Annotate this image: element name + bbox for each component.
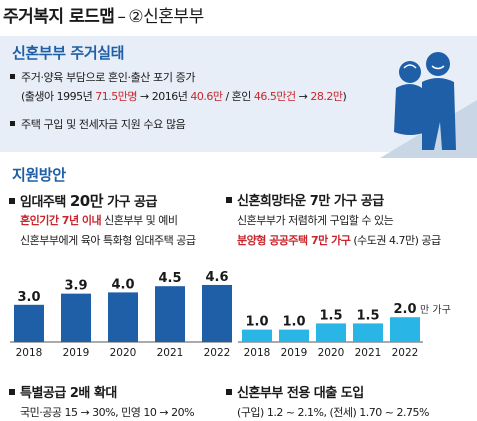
highlight-text: 분양형 공공주택 7만 가구: [237, 234, 351, 247]
detail-value: 28.2만: [310, 90, 343, 103]
special-supply-title: 특별공급 2배 확대: [9, 382, 117, 401]
chart-bar: [353, 323, 383, 342]
title-dash: –: [117, 7, 126, 27]
bullet-square-icon: [226, 197, 232, 203]
town-line-2: 분양형 공공주택 7만 가구 (수도권 4.7만) 공급: [237, 232, 441, 248]
title-text: 가구 공급: [329, 194, 384, 209]
detail-text: ): [342, 90, 347, 103]
chart-value-label: 1.0: [245, 315, 268, 330]
detail-text: / 혼인: [222, 90, 254, 103]
rental-line-1: 혼인기간 7년 이내 신혼부부 및 예비: [20, 212, 178, 228]
title-text: 신혼희망타운: [237, 194, 310, 209]
man-body: [422, 78, 456, 150]
special-supply-line: 국민·공공 15 → 30%, 민영 10 → 20%: [20, 406, 195, 419]
bullet-square-icon: [9, 389, 15, 395]
chart-bar: [61, 293, 91, 342]
chart-value-label: 1.5: [319, 308, 342, 323]
chart-unit-label: 만 가구: [420, 304, 451, 316]
support-section: 지원방안 임대주택 20만 가구 공급 혼인기간 7년 이내 신혼부부 및 예비…: [0, 160, 477, 421]
chart-category-label: 2018: [16, 347, 43, 359]
detail-value: 46.5만건: [253, 90, 296, 103]
chart-category-label: 2022: [392, 347, 419, 359]
detail-text: → 2016년: [137, 90, 191, 103]
chart-bar: [202, 284, 232, 342]
page-title: 주거복지 로드맵 – ②신혼부부: [3, 2, 204, 27]
chart-value-label: 4.6: [205, 270, 228, 285]
bullet-square-icon: [10, 74, 15, 79]
title-number: 7만: [309, 194, 331, 209]
title-text: 신혼부부 전용 대출 도입: [237, 386, 364, 401]
highlight-text: 혼인기간 7년 이내: [20, 214, 102, 227]
loan-title: 신혼부부 전용 대출 도입: [226, 382, 364, 401]
title-main: 주거복지 로드맵: [3, 7, 115, 27]
chart-category-label: 2020: [110, 347, 137, 359]
chart-category-label: 2022: [204, 347, 231, 359]
chart-value-label: 3.9: [64, 279, 87, 294]
chart-bar: [279, 329, 309, 342]
chart-bar: [108, 292, 138, 342]
bullet-text: 주거·양육 부담으로 혼인·출산 포기 증가: [21, 71, 196, 84]
chart-category-label: 2019: [63, 347, 90, 359]
status-detail: (출생아 1995년 71.5만명 → 2016년 40.6만 / 혼인 46.…: [21, 88, 347, 104]
detail-text: (출생아 1995년: [21, 90, 96, 103]
chart-bar: [242, 329, 272, 342]
chart-value-label: 1.5: [356, 308, 379, 323]
loan-line: (구입) 1.2 ~ 2.1%, (전세) 1.70 ~ 2.75%: [237, 406, 429, 419]
detail-value: 71.5만명: [95, 90, 137, 103]
woman-body: [394, 84, 426, 135]
chart-bar: [316, 323, 346, 342]
chart-value-label: 4.5: [158, 271, 181, 286]
title-number: 20만: [69, 192, 104, 210]
chart-bar: [155, 286, 185, 342]
rental-line-2: 신혼부부에게 육아 특화형 임대주택 공급: [20, 234, 196, 247]
chart-value-label: 1.0: [282, 315, 305, 330]
bullet-square-icon: [9, 198, 15, 204]
status-bullet-1: 주거·양육 부담으로 혼인·출산 포기 증가: [10, 69, 196, 85]
woman-head: [399, 61, 421, 83]
plain-text: 신혼부부 및 예비: [101, 214, 178, 227]
bullet-text: 주택 구입 및 전세자금 지원 수요 많음: [21, 118, 186, 131]
chart-category-label: 2020: [318, 347, 345, 359]
bullet-square-icon: [10, 121, 15, 126]
title-subtitle: ②신혼부부: [128, 7, 204, 27]
town-bar-chart: 1.0 2018 1.0 2019 1.5 2020 1.5 2021 2.0 2022 만 가구: [238, 302, 451, 359]
chart-bar: [14, 304, 44, 342]
bullet-square-icon: [226, 389, 232, 395]
title-text: 가구 공급: [103, 195, 157, 210]
man-face: [431, 65, 445, 70]
chart-value-label: 3.0: [17, 290, 40, 305]
chart-value-label: 4.0: [111, 277, 134, 292]
title-text: 임대주택: [20, 195, 70, 210]
detail-text: →: [295, 90, 311, 103]
status-bullet-2: 주택 구입 및 전세자금 지원 수요 많음: [10, 116, 186, 132]
plain-text: (수도권 4.7만) 공급: [350, 234, 441, 247]
chart-category-label: 2021: [355, 347, 382, 359]
support-heading: 지원방안: [12, 166, 66, 184]
chart-category-label: 2021: [157, 347, 184, 359]
detail-value: 40.6만: [190, 90, 223, 103]
rental-title: 임대주택 20만 가구 공급: [9, 190, 157, 211]
town-line-1: 신혼부부가 저렴하게 구입할 수 있는: [237, 214, 394, 227]
woman-face: [403, 64, 417, 69]
couple-illustration-icon: [380, 52, 477, 158]
man-head: [426, 52, 450, 76]
chart-category-label: 2018: [244, 347, 271, 359]
title-text: 특별공급 2배 확대: [20, 386, 117, 401]
town-title: 신혼희망타운 7만 가구 공급: [226, 190, 384, 209]
chart-category-label: 2019: [281, 347, 308, 359]
chart-bar: [390, 317, 420, 342]
status-heading: 신혼부부 주거실태: [12, 44, 125, 62]
chart-value-label: 2.0: [393, 302, 416, 317]
